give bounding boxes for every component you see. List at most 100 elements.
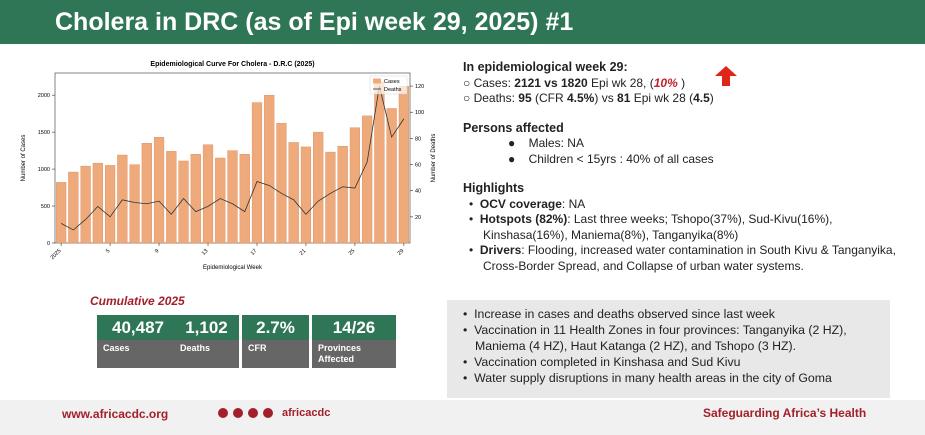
bullet: • Vaccination in 11 Health Zones in four… <box>463 323 847 353</box>
text: ○ Deaths: <box>463 91 515 105</box>
bullet: • Hotspots (82%): Last three weeks; Tsho… <box>469 212 833 242</box>
text: Vaccination completed in Kinshasa and Su… <box>474 355 741 369</box>
y-tick-label: 1000 <box>38 167 50 173</box>
text: : Flooding, increased water contaminatio… <box>483 243 896 273</box>
slogan: Safeguarding Africa’s Health <box>703 406 867 420</box>
handle: africacdc <box>282 407 331 419</box>
chart: Epidemiological Curve For Cholera - D.R.… <box>21 61 435 271</box>
text: ○ Cases: <box>463 75 511 90</box>
text: 81 <box>617 91 631 105</box>
bar <box>141 143 152 244</box>
legend-label: Deaths <box>384 87 402 93</box>
text: ) <box>709 91 714 105</box>
y-axis-label: Number of Cases <box>21 135 27 182</box>
stat: 40,487 Cases <box>97 315 179 370</box>
x-tick-label: 21 <box>299 248 308 257</box>
x-tick-label: 13 <box>201 248 210 257</box>
text: Vaccination in 11 Health Zones in four p… <box>474 323 847 353</box>
y2-tick-label: 80 <box>415 136 421 142</box>
text: 10% <box>653 75 678 90</box>
stat-label: Provinces Affected <box>312 340 396 368</box>
y2-tick-label: 100 <box>415 110 424 116</box>
y-tick-label: 500 <box>41 204 50 210</box>
bar <box>68 171 79 244</box>
text: 2121 vs 1820 <box>514 75 588 90</box>
bullet: • Water supply disruptions in many healt… <box>463 371 832 385</box>
y2-axis-label: Number of Deaths <box>431 134 435 183</box>
bullet: • Increase in cases and deaths observed … <box>463 307 775 321</box>
text: : NA <box>561 196 586 211</box>
social-icons <box>218 408 273 418</box>
bar <box>202 144 214 244</box>
notes-box: • Increase in cases and deaths observed … <box>447 300 890 398</box>
heading: Persons affected <box>463 120 564 135</box>
x-axis-label: Epidemiological Week <box>203 265 263 271</box>
text: Epi wk 28, ( <box>591 75 654 90</box>
stat-value: 14/26 <box>312 315 396 340</box>
stat-label: Cases <box>97 340 179 368</box>
bar <box>227 150 238 244</box>
text: ) vs <box>594 91 614 105</box>
bar <box>153 137 165 244</box>
y2-tick-label: 40 <box>415 189 421 195</box>
stat: 14/26 Provinces Affected <box>312 315 396 370</box>
stat-label: CFR <box>242 340 309 368</box>
bar <box>362 115 373 244</box>
title-bar: Cholera in DRC (as of Epi week 29, 2025)… <box>0 0 925 44</box>
stat-value: 40,487 <box>97 315 179 340</box>
bar <box>129 164 140 244</box>
bar <box>239 154 250 244</box>
bar <box>178 160 189 244</box>
y-tick-label: 1500 <box>38 130 50 136</box>
text: Epi wk 28 ( <box>633 91 694 105</box>
cumulative-title: Cumulative 2025 <box>90 294 185 308</box>
x-tick-label: 25 <box>348 248 357 257</box>
bar <box>300 146 312 244</box>
text: ) <box>681 75 686 90</box>
y2-tick-label: 120 <box>415 84 424 90</box>
bullet: • OCV coverage: NA <box>469 196 586 211</box>
bar <box>386 108 397 244</box>
text: Hotspots (82%) <box>479 212 568 226</box>
text: 4.5 <box>693 91 710 105</box>
footer: www.africacdc.org africacdc Safeguarding… <box>0 400 925 435</box>
title: Cholera in DRC (as of Epi week 29, 2025)… <box>55 8 574 36</box>
stat-value: 2.7% <box>242 315 309 340</box>
x-tick-label: 5 <box>105 248 111 254</box>
bar <box>117 154 128 244</box>
stat: 1,102 Deaths <box>174 315 239 370</box>
x-tick-label: 17 <box>250 248 259 257</box>
bar <box>251 102 263 244</box>
text: Water supply disruptions in many health … <box>474 371 832 385</box>
heading: In epidemiological week 29: <box>463 60 628 74</box>
bar <box>190 154 201 244</box>
bar <box>349 127 361 244</box>
y-tick-label: 0 <box>47 241 50 247</box>
bullet: • Vaccination completed in Kinshasa and … <box>463 355 741 369</box>
heading: Highlights <box>463 181 525 195</box>
url: www.africacdc.org <box>62 407 169 421</box>
bar <box>166 151 177 244</box>
text: Increase in cases and deaths observed si… <box>474 307 775 321</box>
y-tick-label: 2000 <box>38 93 50 99</box>
summary: In epidemiological week 29: ○ Cases: 212… <box>463 60 903 274</box>
stat: 2.7% CFR <box>242 315 309 370</box>
bullet: ● Males: NA <box>508 136 584 150</box>
bar <box>288 142 299 244</box>
bar <box>92 162 103 244</box>
stat-label: Deaths <box>174 340 239 368</box>
bullet: • Drivers: Flooding, increased water con… <box>469 243 896 273</box>
line <box>60 85 405 231</box>
text: OCV coverage <box>479 196 562 211</box>
chart-title: Epidemiological Curve For Cholera - D.R.… <box>150 61 314 68</box>
y2-tick-label: 60 <box>415 163 421 169</box>
legend-swatch <box>373 78 381 84</box>
text: (CFR <box>534 91 564 105</box>
up-arrow <box>715 66 737 86</box>
bar <box>264 94 275 244</box>
deaths-line: ○ Deaths: 95 (CFR 4.5%) vs 81 Epi wk 28 … <box>463 91 903 107</box>
bar <box>80 165 91 244</box>
text: Males: NA <box>528 136 584 150</box>
y2-tick-label: 20 <box>415 215 421 221</box>
